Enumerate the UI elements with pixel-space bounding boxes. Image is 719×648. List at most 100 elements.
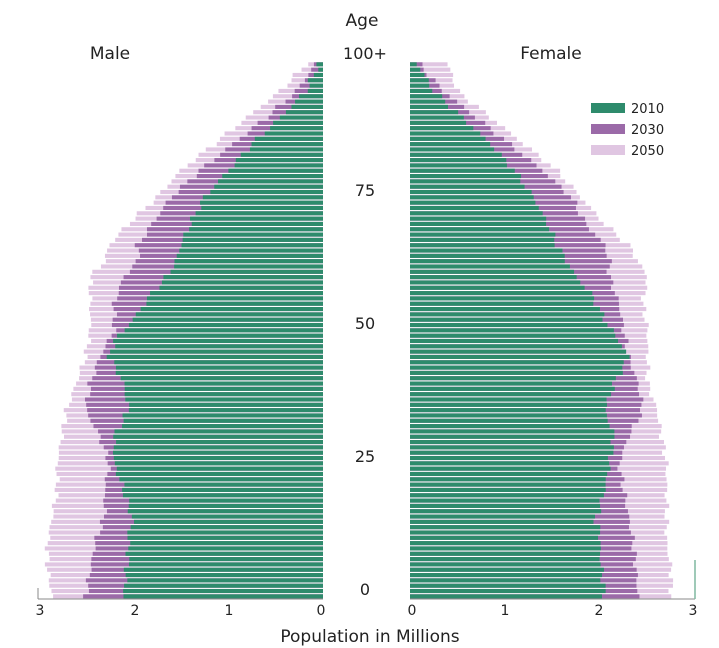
bar-male-2010-age-53 xyxy=(135,312,323,317)
bar-female-2010-age-13 xyxy=(410,525,601,530)
bar-male-2010-age-0 xyxy=(123,594,323,599)
bar-male-2010-age-76 xyxy=(210,189,323,195)
bar-female-2010-age-24 xyxy=(410,466,611,471)
bar-female-2010-age-52 xyxy=(410,317,603,322)
bar-male-2010-age-5 xyxy=(123,567,323,572)
bar-female-2010-age-35 xyxy=(410,408,606,413)
bar-male-2010-age-30 xyxy=(113,434,323,439)
bar-male-2010-age-9 xyxy=(128,546,323,551)
legend-label-2030: 2030 xyxy=(631,123,664,138)
bar-female-2010-age-59 xyxy=(410,280,581,285)
bar-female-2010-age-12 xyxy=(410,530,601,535)
bar-female-2010-age-17 xyxy=(410,503,601,508)
bar-male-2010-age-57 xyxy=(150,291,323,296)
bar-female-2010-age-19 xyxy=(410,493,604,498)
bar-female-2010-age-16 xyxy=(410,509,602,514)
bar-female-2010-age-4 xyxy=(410,573,603,578)
bar-male-2010-age-73 xyxy=(201,205,323,211)
bar-male-2010-age-100 xyxy=(316,62,323,67)
bar-female-2010-age-29 xyxy=(410,440,611,445)
bar-female-2010-age-87 xyxy=(410,131,481,136)
bar-male-2010-age-47 xyxy=(115,344,324,349)
bar-female-2010-age-45 xyxy=(410,354,630,359)
bar-female-2010-age-63 xyxy=(410,259,565,264)
bar-male-2010-age-55 xyxy=(146,301,323,306)
bar-female-2010-age-18 xyxy=(410,498,600,503)
bar-male-2010-age-54 xyxy=(140,307,323,312)
bar-female-2010-age-47 xyxy=(410,344,622,349)
bar-female-2010-age-8 xyxy=(410,551,601,556)
bar-male-2010-age-15 xyxy=(131,514,323,519)
bar-male-2010-age-43 xyxy=(115,365,324,370)
bar-male-2010-age-6 xyxy=(128,562,323,567)
bar-female-2010-age-36 xyxy=(410,402,607,407)
bar-male-2010-age-40 xyxy=(124,381,323,386)
bar-male-2010-age-60 xyxy=(163,275,323,280)
bar-female-2010-age-2 xyxy=(410,583,606,588)
x-tick-label: 2 xyxy=(595,603,604,619)
bar-female-2010-age-77 xyxy=(410,184,525,189)
bar-female-2010-age-64 xyxy=(410,253,565,258)
bar-female-2010-age-30 xyxy=(410,434,615,439)
bar-female-2050-age-98 xyxy=(410,72,454,78)
bar-female-2010-age-96 xyxy=(410,83,430,88)
age-tick-label: 0 xyxy=(360,580,370,599)
bar-female-2010-age-58 xyxy=(410,285,585,290)
legend: 2010 2030 2050 xyxy=(591,102,664,159)
bar-female-2010-age-21 xyxy=(410,482,606,487)
bar-female-2010-age-1 xyxy=(410,588,606,594)
bar-female-2010-age-71 xyxy=(410,216,547,221)
bar-male-2010-age-75 xyxy=(202,195,323,200)
bar-male-2010-age-1 xyxy=(123,588,323,594)
bar-male-2010-age-65 xyxy=(179,248,323,253)
male-panel-label: Male xyxy=(90,44,130,64)
bar-male-2010-age-79 xyxy=(222,174,323,179)
bar-male-2010-age-69 xyxy=(189,227,323,232)
bar-male-2010-age-59 xyxy=(161,280,323,285)
bar-female-2010-age-39 xyxy=(410,386,615,391)
age-tick-label: 50 xyxy=(355,314,375,333)
bar-male-2010-age-56 xyxy=(146,296,323,301)
bar-female-2010-age-70 xyxy=(410,221,547,226)
bar-female-2010-age-27 xyxy=(410,450,614,455)
bar-male-2010-age-66 xyxy=(181,243,323,248)
bar-female-2010-age-42 xyxy=(410,370,623,375)
bar-male-2010-age-24 xyxy=(116,466,323,471)
bar-female-2010-age-65 xyxy=(410,248,563,253)
bar-female-2010-age-6 xyxy=(410,562,601,567)
bar-male-2010-age-90 xyxy=(279,115,323,120)
bar-female-2010-age-84 xyxy=(410,147,495,152)
bar-male-2010-age-18 xyxy=(129,498,323,503)
bar-male-2010-age-27 xyxy=(112,450,324,455)
bar-male-2010-age-91 xyxy=(285,110,323,115)
bar-male-2010-age-88 xyxy=(270,126,323,131)
bar-female-2010-age-98 xyxy=(410,72,425,78)
age-tick-label: 25 xyxy=(355,447,375,466)
bar-female-2010-age-75 xyxy=(410,195,534,200)
bar-male-2010-age-62 xyxy=(174,264,323,269)
legend-label-2010: 2010 xyxy=(631,102,664,117)
bar-female-2010-age-33 xyxy=(410,418,608,423)
bar-female-2010-age-22 xyxy=(410,477,606,482)
bar-male-2010-age-37 xyxy=(125,397,323,402)
bar-female-2010-age-56 xyxy=(410,296,595,301)
legend-label-2050: 2050 xyxy=(631,144,664,159)
bar-male-2010-age-42 xyxy=(115,370,323,375)
bar-female-2010-age-93 xyxy=(410,99,446,104)
bar-male-2010-age-21 xyxy=(124,482,323,487)
bar-male-2010-age-45 xyxy=(106,354,323,359)
bar-male-2010-age-87 xyxy=(264,131,323,136)
bar-female-2010-age-28 xyxy=(410,445,614,450)
bar-male-2010-age-70 xyxy=(191,221,323,226)
bar-female-2010-age-15 xyxy=(410,514,596,519)
bar-male-2010-age-86 xyxy=(254,136,323,141)
x-tick-label: 1 xyxy=(225,603,234,619)
bar-male-2010-age-68 xyxy=(183,232,323,237)
bar-male-2010-age-51 xyxy=(128,322,323,328)
bar-female-2010-age-7 xyxy=(410,557,600,562)
bar-female-2010-age-44 xyxy=(410,360,624,365)
bar-male-2010-age-11 xyxy=(127,535,323,540)
bar-male-2010-age-35 xyxy=(128,408,323,413)
bar-male-2010-age-83 xyxy=(240,152,323,157)
bar-male-2010-age-58 xyxy=(159,285,323,290)
